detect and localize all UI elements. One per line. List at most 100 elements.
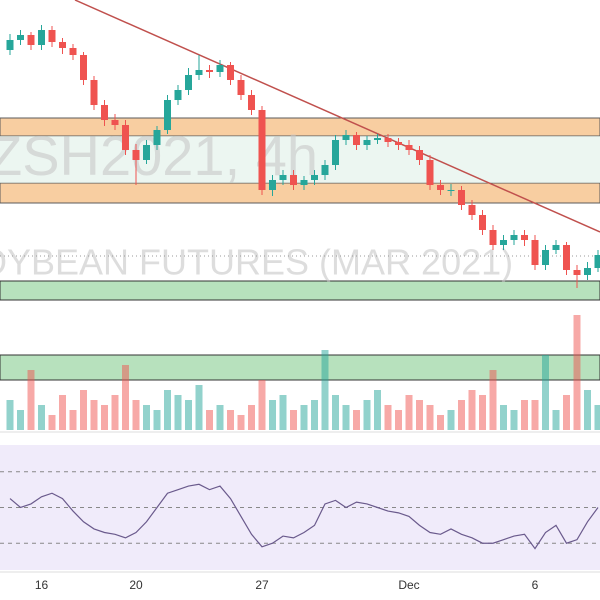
volume-bar bbox=[101, 405, 108, 430]
candle-body bbox=[164, 100, 171, 130]
volume-bar bbox=[185, 400, 192, 430]
candle-body bbox=[489, 230, 497, 245]
volume-bar bbox=[248, 405, 255, 430]
volume-bar bbox=[59, 395, 66, 430]
volume-bar bbox=[594, 405, 600, 430]
candle-body bbox=[342, 135, 350, 140]
candle-body bbox=[185, 75, 192, 90]
volume-bar bbox=[227, 410, 234, 430]
volume-bar bbox=[216, 405, 224, 430]
candle-body bbox=[101, 105, 108, 120]
candle-body bbox=[479, 215, 486, 230]
candle-body bbox=[416, 150, 423, 160]
candle-body bbox=[132, 150, 140, 160]
volume-bar bbox=[38, 405, 45, 430]
volume-bar bbox=[17, 410, 24, 430]
volume-bar bbox=[6, 400, 14, 430]
watermark-description: SOYBEAN FUTURES (MAR 2021) bbox=[0, 242, 513, 283]
candle-body bbox=[552, 245, 560, 250]
volume-bar bbox=[27, 370, 35, 430]
volume-bar bbox=[132, 400, 140, 430]
volume-bar bbox=[174, 395, 182, 430]
candle-body bbox=[437, 185, 444, 190]
candle-body bbox=[542, 250, 549, 265]
candle-body bbox=[48, 30, 56, 42]
volume-bar bbox=[237, 415, 245, 430]
candle-body bbox=[290, 175, 297, 185]
candle-body bbox=[279, 175, 287, 180]
volume-bar bbox=[300, 405, 308, 430]
cloud bbox=[0, 136, 600, 183]
volume-bar bbox=[489, 370, 497, 430]
candle-body bbox=[458, 190, 465, 205]
candle-body bbox=[300, 180, 308, 185]
candle-body bbox=[521, 235, 528, 240]
volume-bar bbox=[531, 400, 539, 430]
volume-bar bbox=[195, 385, 203, 430]
candle-body bbox=[227, 65, 234, 80]
volume-bar bbox=[479, 395, 486, 430]
rsi-line bbox=[9, 483, 599, 550]
volume-bar bbox=[458, 400, 465, 430]
candle-body bbox=[363, 140, 371, 145]
candle-body bbox=[426, 160, 434, 185]
volume-bar bbox=[290, 410, 297, 430]
volume-bar bbox=[405, 395, 413, 430]
volume-bar bbox=[416, 400, 423, 430]
volume-bar bbox=[80, 390, 87, 430]
candle-body bbox=[153, 130, 161, 145]
candle-body bbox=[6, 40, 14, 50]
candle-body bbox=[248, 95, 255, 110]
x-tick-label: 6 bbox=[532, 578, 539, 592]
candle-body bbox=[584, 268, 591, 275]
candle-body bbox=[447, 190, 455, 191]
volume-bar bbox=[468, 390, 476, 430]
volume-bar bbox=[48, 415, 56, 430]
candle-body bbox=[395, 142, 402, 145]
volume-bar bbox=[573, 315, 581, 430]
volume-bar bbox=[363, 400, 371, 430]
candle-body bbox=[195, 70, 203, 75]
support-zone bbox=[0, 280, 600, 301]
candle-body bbox=[143, 145, 150, 160]
candle-body bbox=[321, 165, 329, 175]
x-tick-label: Dec bbox=[398, 578, 419, 592]
x-tick-label: 27 bbox=[255, 578, 269, 592]
volume-bar bbox=[311, 400, 318, 430]
volume-bar bbox=[342, 405, 350, 430]
volume-bar bbox=[552, 410, 560, 430]
volume-bar bbox=[395, 410, 402, 430]
candle-body bbox=[174, 90, 182, 100]
volume-bar bbox=[542, 355, 549, 430]
volume-bar bbox=[258, 380, 266, 430]
volume-bar bbox=[521, 400, 528, 430]
volume-bar bbox=[426, 405, 434, 430]
candle-body bbox=[59, 42, 66, 48]
volume-bar bbox=[153, 410, 161, 430]
candle-body bbox=[237, 80, 245, 95]
candle-body bbox=[563, 245, 570, 270]
candle-body bbox=[384, 138, 392, 142]
candle-body bbox=[269, 180, 276, 190]
candle-body bbox=[594, 255, 600, 268]
candle-body bbox=[17, 35, 24, 40]
volume-bar bbox=[143, 405, 150, 430]
candle-body bbox=[111, 120, 119, 125]
volume-bar bbox=[164, 390, 171, 430]
candle-body bbox=[311, 175, 318, 180]
volume-bar bbox=[122, 365, 129, 430]
candle-body bbox=[531, 240, 539, 265]
candle-body bbox=[405, 145, 413, 150]
candle-body bbox=[90, 80, 98, 105]
volume-bar bbox=[332, 395, 339, 430]
volume-bar bbox=[90, 400, 98, 430]
support-zone bbox=[0, 354, 600, 381]
volume-bar bbox=[500, 405, 507, 430]
candle-body bbox=[206, 70, 213, 72]
candle-body bbox=[510, 235, 518, 240]
volume-bar bbox=[374, 390, 381, 430]
volume-bar bbox=[384, 405, 392, 430]
volume-bar bbox=[111, 395, 119, 430]
volume-bar bbox=[447, 410, 455, 430]
